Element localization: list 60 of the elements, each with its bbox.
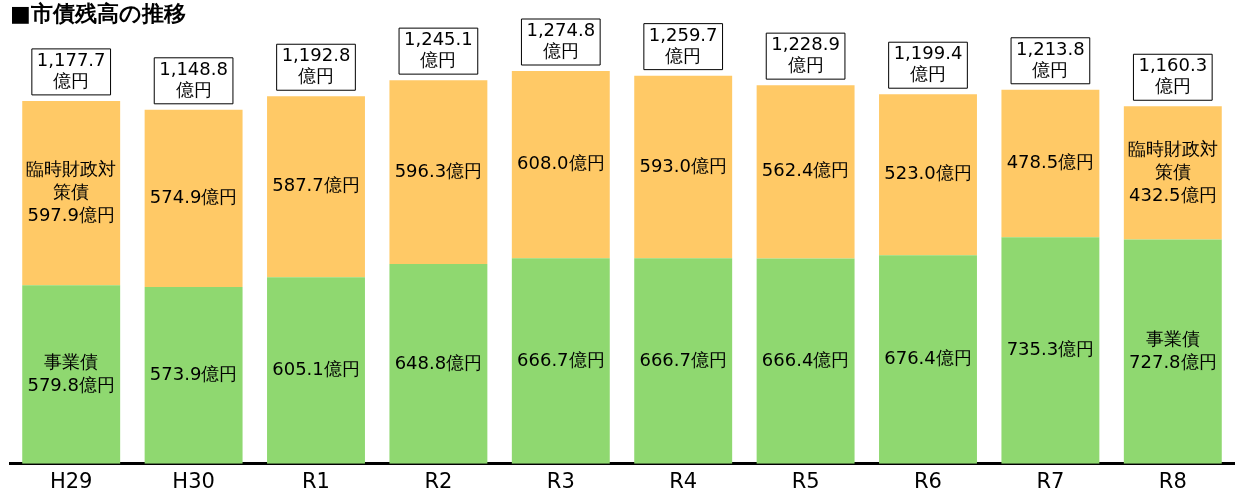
data-label: 臨時財政対策債 597.9億円 — [26, 157, 117, 225]
bar — [144, 286, 243, 464]
x-tick-label: R3 — [546, 468, 575, 493]
total-label: 1,199.4 億円 — [893, 42, 963, 85]
total-label: 1,213.8 億円 — [1016, 37, 1085, 80]
bar — [1001, 89, 1100, 238]
data-label: 605.1億円 — [272, 358, 360, 380]
data-label: 608.0億円 — [517, 152, 605, 174]
bar — [634, 75, 733, 259]
bar — [511, 71, 610, 259]
data-label: 523.0億円 — [884, 162, 972, 184]
bar — [389, 263, 488, 464]
data-label: 478.5億円 — [1006, 151, 1095, 173]
data-label: 574.9億円 — [149, 186, 238, 208]
x-tick-label: R8 — [1158, 468, 1187, 493]
x-tick-label: R4 — [669, 468, 698, 493]
x-tick-label: H29 — [49, 468, 93, 493]
bar — [22, 285, 121, 464]
x-tick-label: R7 — [1036, 468, 1065, 493]
data-label: 562.4億円 — [761, 159, 850, 181]
total-label: 1,228.9 億円 — [771, 33, 840, 76]
x-tick-label: R2 — [424, 468, 453, 493]
data-label: 臨時財政対策債 432.5億円 — [1127, 137, 1218, 205]
bar — [511, 258, 610, 464]
x-tick-label: R5 — [791, 468, 820, 493]
data-label: 事業債 727.8億円 — [1129, 327, 1217, 372]
bar — [1123, 239, 1222, 464]
data-label: 587.7億円 — [272, 174, 360, 196]
total-label: 1,177.7 億円 — [36, 49, 106, 92]
x-tick-label: R6 — [914, 468, 942, 493]
data-label: 666.7億円 — [517, 348, 605, 370]
bar — [756, 258, 855, 464]
bar — [267, 96, 365, 278]
data-label: 648.8億円 — [394, 351, 483, 373]
x-tick-label: R1 — [302, 468, 330, 493]
bar — [389, 80, 488, 264]
bar — [144, 109, 243, 287]
data-label: 573.9億円 — [149, 363, 238, 385]
data-label: 676.4億円 — [884, 347, 972, 369]
total-label: 1,259.7 億円 — [648, 23, 718, 66]
data-label: 666.7億円 — [639, 348, 727, 370]
bar — [634, 258, 733, 464]
bar — [22, 100, 121, 286]
total-label: 1,192.8 億円 — [281, 44, 351, 87]
bar — [267, 277, 365, 464]
total-label: 1,245.1 億円 — [404, 28, 473, 71]
data-label: 596.3億円 — [394, 159, 483, 181]
x-tick-label: H30 — [172, 468, 215, 493]
bar — [756, 85, 855, 259]
bar — [879, 255, 977, 464]
total-label: 1,160.3 億円 — [1138, 54, 1208, 97]
data-label: 事業債 579.8億円 — [27, 350, 115, 395]
data-label: 593.0億円 — [639, 154, 727, 176]
chart-title: ■市債残高の推移 — [10, 0, 186, 26]
total-label: 1,274.8 億円 — [526, 19, 596, 62]
bar — [1001, 237, 1100, 464]
bar — [879, 94, 977, 256]
total-label: 1,148.8 億円 — [159, 57, 228, 100]
data-label: 735.3億円 — [1006, 338, 1095, 360]
data-label: 666.4億円 — [761, 348, 850, 370]
